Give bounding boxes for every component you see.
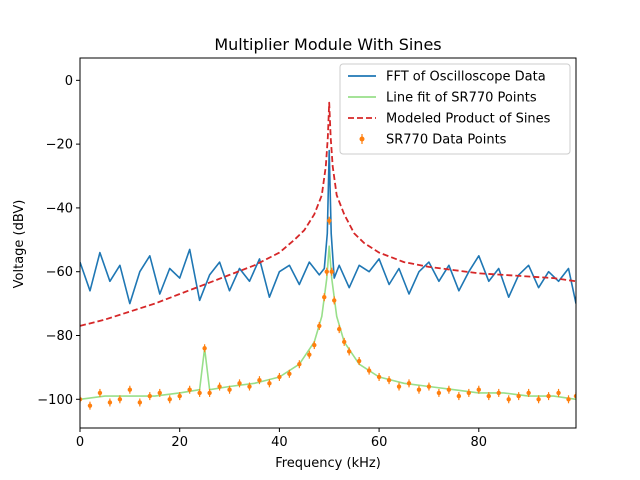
y-axis-label: Voltage (dBV): [12, 200, 27, 289]
series-group: [80, 101, 576, 410]
data-point: [342, 339, 347, 345]
data-point: [456, 393, 462, 399]
data-point: [80, 397, 83, 402]
legend-item: FFT of Oscilloscope Data: [348, 70, 546, 85]
plot-area: 0 20 40 60 80 0 −20 −40 −60 −80 −100: [37, 57, 577, 450]
y-tick-label: 0: [65, 74, 73, 89]
series-line-line-fit-of-sr770-points: [80, 245, 576, 401]
data-point: [87, 403, 93, 408]
y-tick-label: −40: [46, 201, 73, 216]
data-point: [556, 390, 561, 396]
data-point: [416, 387, 422, 392]
data-point: [332, 298, 337, 303]
data-point: [297, 362, 302, 367]
data-point: [536, 397, 541, 402]
data-point: [217, 384, 222, 389]
legend-label: FFT of Oscilloscope Data: [386, 70, 546, 85]
series-line-fft-of-oscilloscope-data: [80, 149, 576, 305]
data-point: [466, 390, 472, 396]
data-point: [337, 326, 342, 332]
legend-item: Line fit of SR770 Points: [348, 91, 537, 106]
data-point: [227, 387, 232, 392]
legend: FFT of Oscilloscope Data Line fit of SR77…: [339, 63, 571, 155]
data-point: [366, 368, 372, 373]
data-point: [207, 390, 212, 396]
data-point: [506, 397, 511, 402]
data-point: [287, 371, 292, 376]
data-point: [247, 384, 252, 389]
legend-box: [339, 63, 571, 155]
y-tick-label: −100: [37, 393, 73, 408]
data-point: [147, 393, 152, 399]
x-tick-label: 80: [471, 435, 488, 450]
data-point: [187, 387, 192, 392]
data-point: [324, 269, 329, 274]
data-point: [197, 390, 202, 396]
data-point: [307, 352, 312, 357]
data-point: [267, 381, 272, 386]
data-point: [137, 400, 143, 405]
y-tick-label: −20: [46, 138, 73, 153]
data-point: [277, 374, 282, 380]
data-point: [167, 397, 172, 402]
data-point: [327, 218, 332, 223]
data-point: [486, 393, 491, 399]
data-point: [496, 390, 501, 396]
chart-title: Multiplier Module With Sines: [214, 35, 441, 54]
legend-label: SR770 Data Points: [386, 133, 507, 148]
series-sr770-data-points: [80, 216, 576, 410]
data-point: [426, 384, 432, 389]
data-point: [312, 342, 317, 348]
legend-label: Line fit of SR770 Points: [386, 91, 537, 106]
x-tick-label: 60: [371, 435, 388, 450]
x-tick-label: 40: [271, 435, 288, 450]
axes-frame: [79, 57, 577, 429]
data-point: [573, 393, 576, 399]
data-point: [157, 390, 162, 396]
legend-marker: [359, 136, 365, 142]
data-point: [436, 390, 442, 396]
data-point: [177, 393, 182, 399]
x-axis-label: Frequency (kHz): [275, 456, 381, 471]
data-point: [356, 358, 362, 364]
x-tick-label: 0: [76, 435, 84, 450]
data-point: [446, 387, 452, 392]
data-point: [546, 393, 551, 399]
data-point: [117, 397, 123, 402]
data-point: [107, 400, 113, 405]
data-point: [202, 346, 207, 351]
data-point: [257, 377, 262, 383]
data-point: [127, 387, 133, 392]
data-point: [317, 323, 322, 329]
data-point: [237, 381, 242, 386]
legend-item: SR770 Data Points: [359, 133, 507, 148]
data-point: [396, 384, 402, 389]
data-point: [516, 393, 521, 399]
data-point: [97, 390, 103, 396]
y-tick-label: −60: [46, 265, 73, 280]
x-tick-label: 20: [171, 435, 188, 450]
data-point: [346, 349, 352, 354]
data-point: [476, 387, 481, 392]
legend-label: Modeled Product of Sines: [386, 112, 551, 127]
data-point: [322, 295, 327, 300]
data-point: [406, 381, 412, 386]
data-point: [329, 269, 334, 274]
data-point: [526, 390, 531, 396]
data-point: [566, 397, 571, 402]
data-point: [386, 377, 392, 383]
y-tick-label: −80: [46, 329, 73, 344]
data-point: [376, 374, 382, 380]
series-line-modeled-product-of-sines: [80, 101, 576, 327]
legend-item: Modeled Product of Sines: [348, 112, 551, 127]
